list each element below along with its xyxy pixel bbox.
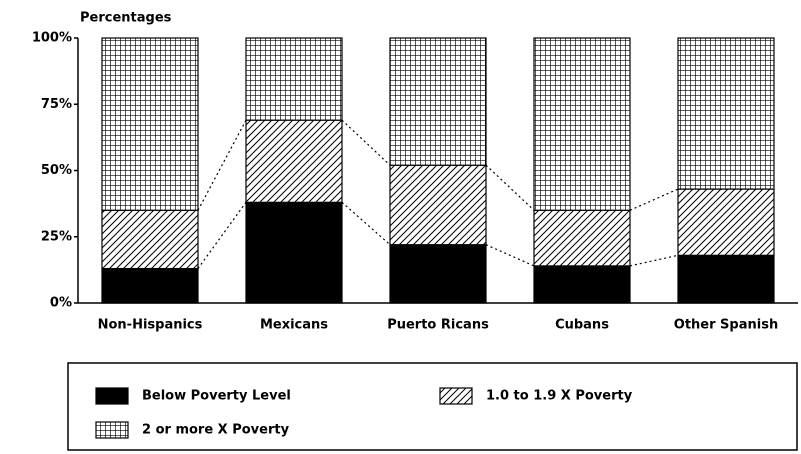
x-tick-label: Mexicans	[260, 318, 328, 333]
bar-segment	[533, 37, 631, 211]
y-tick-label: 25%	[41, 229, 72, 244]
legend-swatch	[95, 421, 129, 439]
bar-segment	[677, 37, 775, 190]
x-tick-label: Cubans	[555, 318, 609, 333]
connector	[341, 119, 391, 166]
connector	[629, 188, 679, 211]
bar-segment	[533, 209, 631, 267]
y-tick-label: 100%	[32, 31, 72, 46]
bar-segment	[245, 37, 343, 121]
x-tick-label: Other Spanish	[674, 318, 778, 333]
y-tick-label: 0%	[50, 296, 72, 311]
bar-segment	[389, 37, 487, 166]
legend-label: 1.0 to 1.9 X Poverty	[486, 389, 633, 404]
connector	[197, 201, 247, 269]
bar-segment	[389, 164, 487, 246]
x-tick-label: Non-Hispanics	[98, 318, 203, 333]
connector	[629, 254, 679, 267]
connector	[485, 164, 535, 211]
bar-segment	[245, 201, 343, 304]
y-axis-label: Percentages	[80, 11, 172, 26]
y-tick-label: 75%	[41, 97, 72, 112]
bar-segment	[677, 254, 775, 304]
bar-segment	[101, 37, 199, 211]
legend-label: Below Poverty Level	[142, 389, 291, 404]
legend-swatch	[95, 387, 129, 405]
x-tick-label: Puerto Ricans	[387, 318, 489, 333]
bar-segment	[677, 188, 775, 256]
bar-segment	[533, 265, 631, 304]
legend-swatch	[439, 387, 473, 405]
connector	[197, 119, 247, 211]
legend-box	[67, 362, 798, 451]
legend-label: 2 or more X Poverty	[142, 423, 290, 438]
bar-segment	[101, 267, 199, 304]
connector	[485, 244, 535, 267]
bar-segment	[245, 119, 343, 203]
y-tick-label: 50%	[41, 163, 72, 178]
bar-segment	[389, 244, 487, 304]
connector	[341, 201, 391, 246]
bar-segment	[101, 209, 199, 270]
